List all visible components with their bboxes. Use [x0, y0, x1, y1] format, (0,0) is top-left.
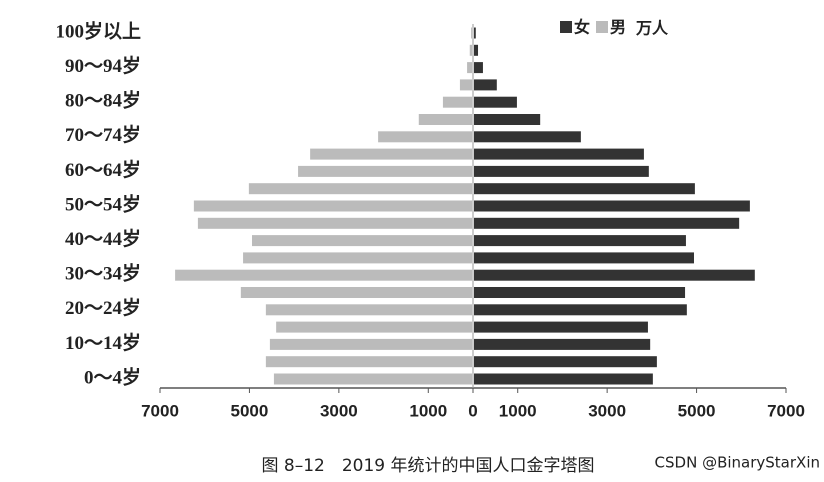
- bar: [474, 338, 651, 350]
- y-tick-label: 50～54岁: [65, 192, 141, 215]
- unit-label: 万人: [635, 19, 669, 38]
- bar: [265, 304, 472, 316]
- bar: [474, 62, 483, 74]
- x-tick-label: 7000: [767, 401, 805, 420]
- x-tick-label: 5000: [678, 401, 716, 420]
- bar: [474, 79, 497, 91]
- x-tick-label: 7000: [141, 401, 179, 420]
- bar: [276, 321, 472, 333]
- legend-label: 女: [574, 18, 590, 37]
- y-tick-label: 10～14岁: [65, 331, 141, 354]
- x-tick-label: 5000: [231, 401, 269, 420]
- bar: [269, 338, 472, 350]
- bar: [474, 131, 581, 143]
- bar: [474, 373, 653, 385]
- bar: [474, 114, 541, 125]
- x-tick-label: 3000: [588, 401, 626, 420]
- watermark: CSDN @BinaryStarXin: [655, 454, 820, 472]
- bar: [418, 114, 472, 125]
- bar: [469, 44, 472, 56]
- bar: [175, 269, 472, 281]
- y-tick-label: 100岁以上: [55, 19, 141, 42]
- bar: [474, 148, 644, 160]
- bar: [471, 27, 472, 39]
- bar: [378, 131, 472, 143]
- bar: [474, 96, 517, 108]
- caption: 图 8–12 2019 年统计的中国人口金字塔图: [261, 456, 594, 476]
- bar: [474, 44, 479, 56]
- bar: [459, 79, 472, 91]
- bar: [474, 183, 695, 195]
- bar: [442, 96, 472, 108]
- bar: [193, 200, 472, 212]
- bar: [248, 183, 472, 195]
- bar: [474, 304, 687, 316]
- bar: [474, 235, 686, 247]
- y-tick-label: 70～74岁: [65, 123, 141, 146]
- bar: [240, 287, 472, 298]
- x-tick-label: 0: [468, 401, 477, 420]
- y-tick-label: 20～24岁: [65, 296, 141, 319]
- legend-swatch: [560, 21, 572, 33]
- bar: [252, 235, 472, 247]
- y-tick-label: 40～44岁: [65, 227, 141, 250]
- bar: [474, 217, 740, 229]
- bar: [474, 27, 476, 39]
- legend-swatch: [596, 21, 608, 33]
- y-tick-label: 60～64岁: [65, 158, 141, 181]
- bar: [474, 356, 657, 368]
- bar: [467, 62, 472, 74]
- bar: [298, 165, 472, 177]
- bar: [474, 321, 648, 333]
- x-tick-label: 1000: [409, 401, 447, 420]
- bar: [474, 165, 649, 177]
- bar: [273, 373, 472, 385]
- y-tick-label: 0～4岁: [84, 365, 141, 388]
- y-tick-label: 90～94岁: [65, 54, 141, 77]
- bar: [197, 217, 472, 229]
- bar: [265, 356, 472, 368]
- bar: [243, 252, 472, 264]
- x-tick-label: 3000: [320, 401, 358, 420]
- legend-label: 男: [610, 18, 626, 37]
- y-tick-label: 80～84岁: [65, 89, 141, 112]
- y-tick-label: 30～34岁: [65, 262, 141, 285]
- bar: [474, 200, 750, 212]
- bar: [474, 269, 755, 281]
- bar: [310, 148, 472, 160]
- x-tick-label: 1000: [499, 401, 537, 420]
- bar: [474, 252, 694, 264]
- bar: [474, 287, 686, 298]
